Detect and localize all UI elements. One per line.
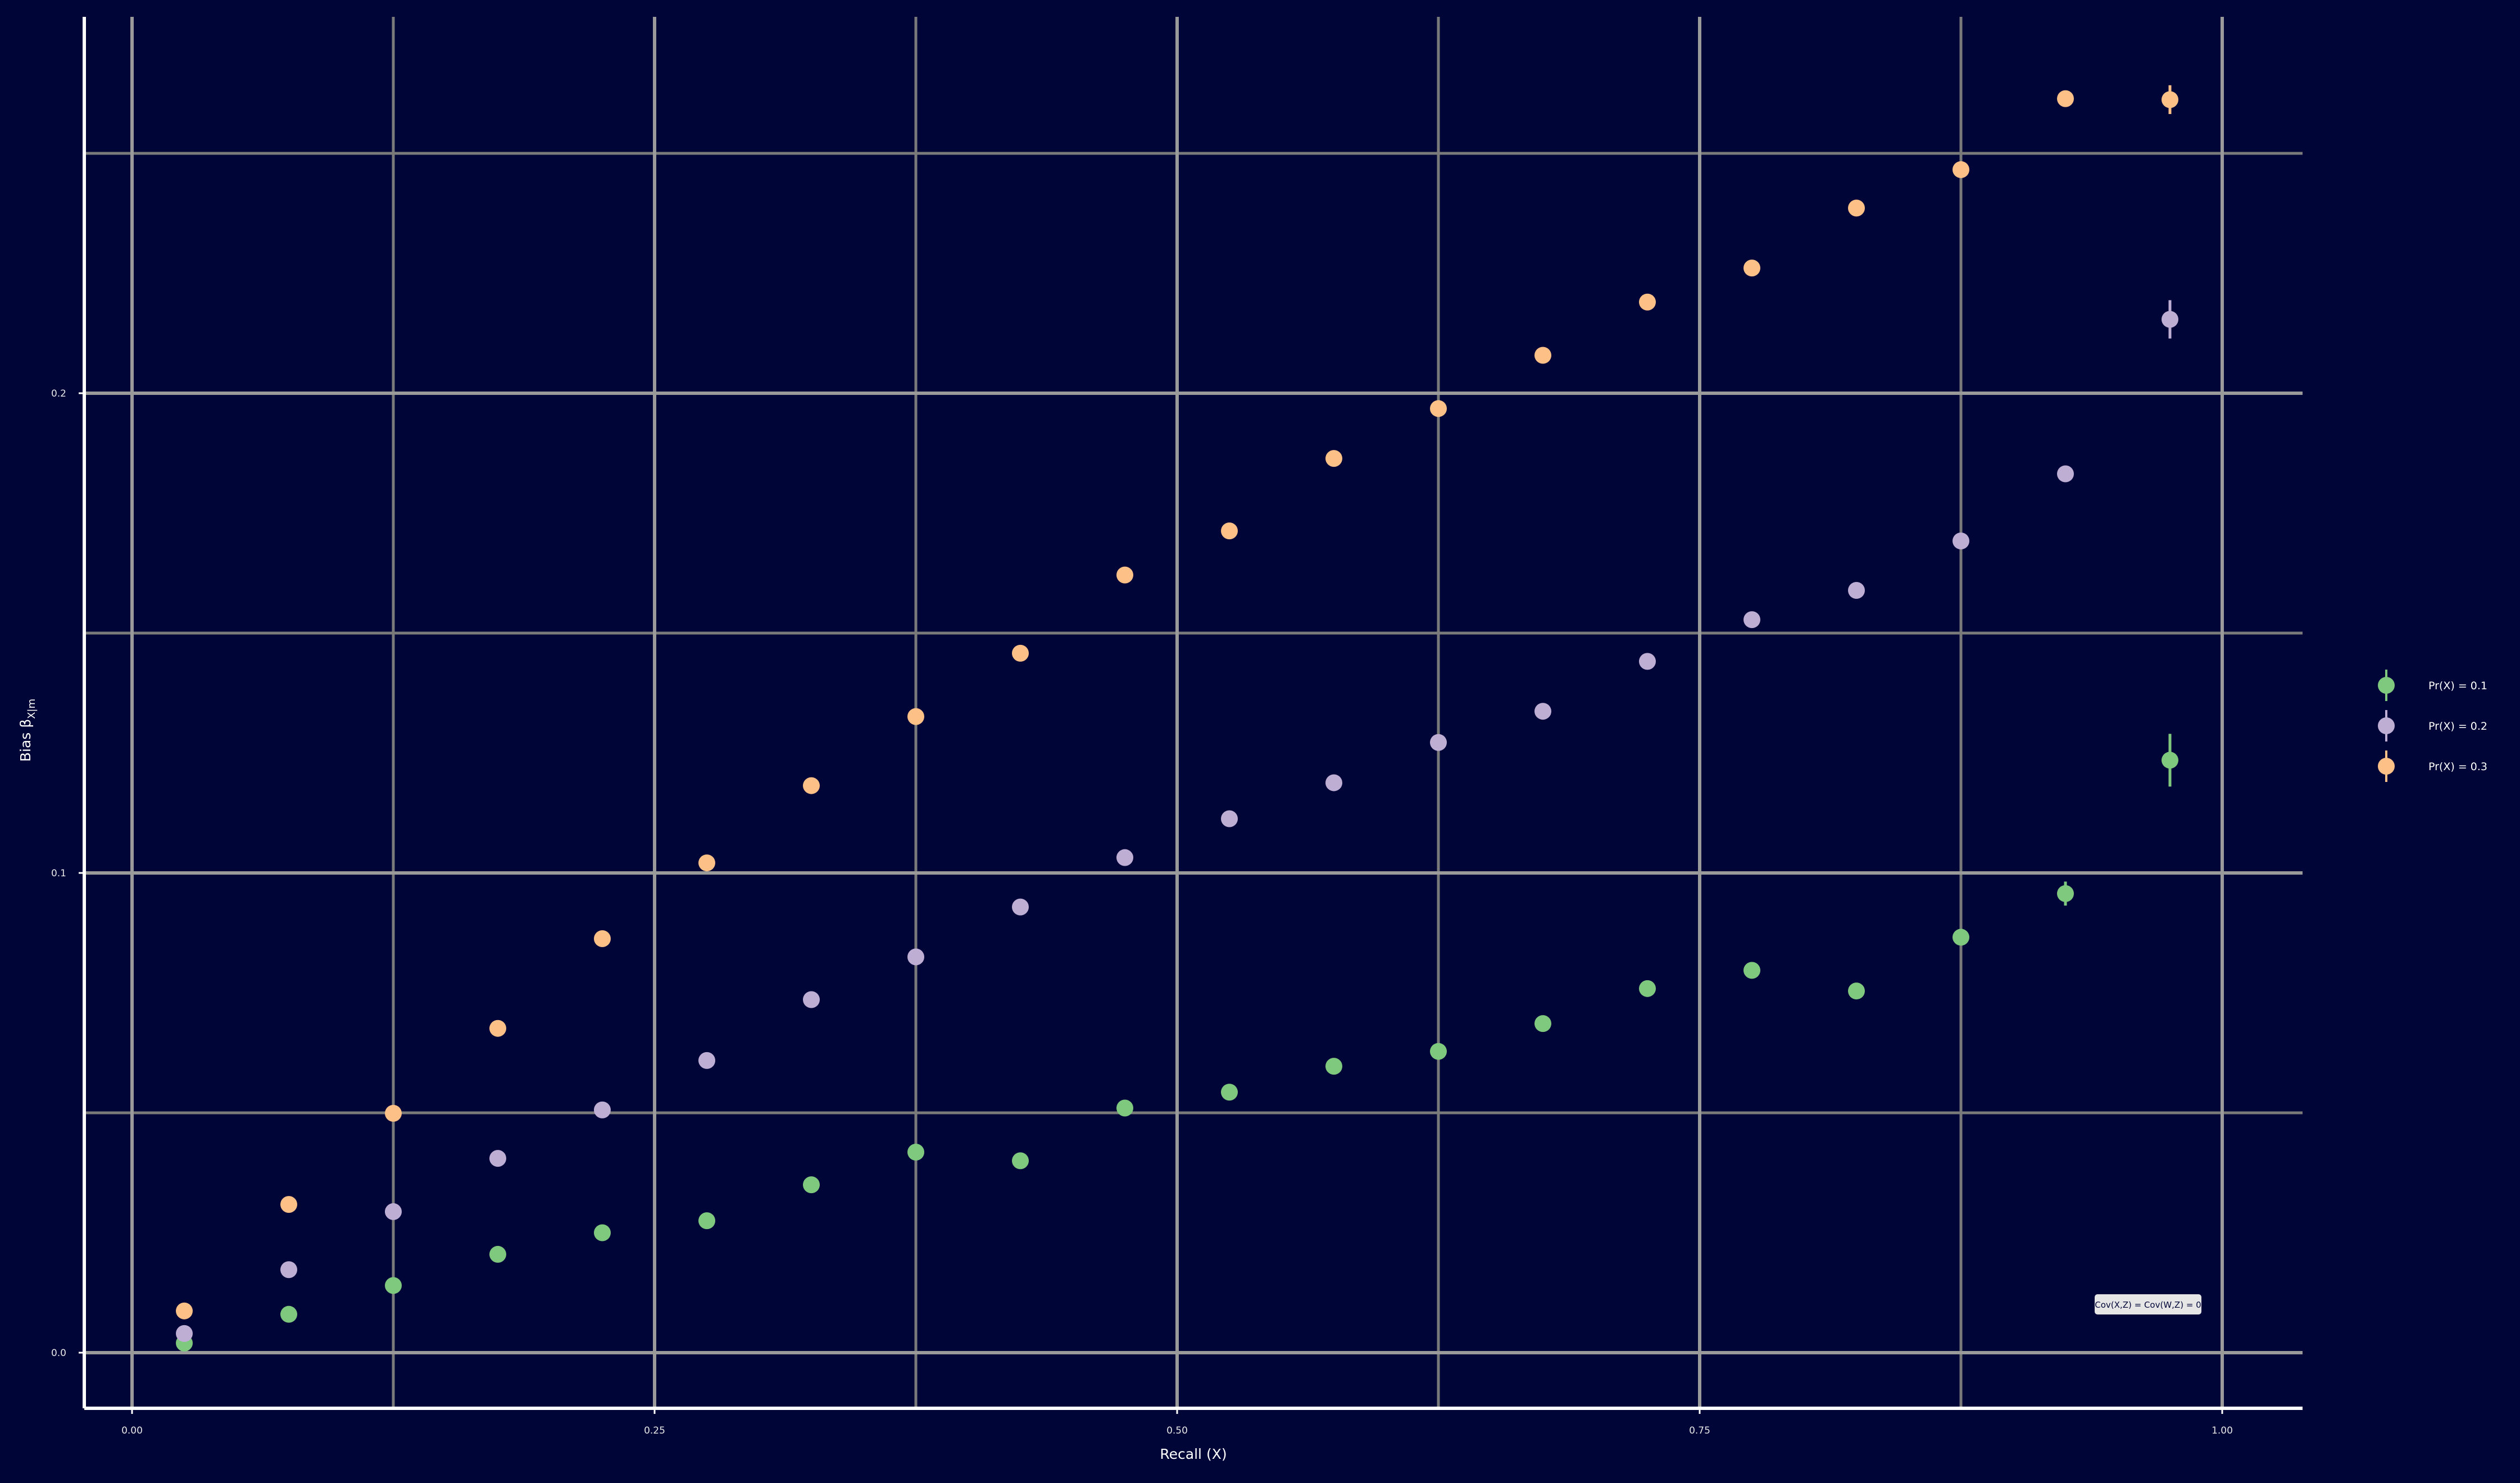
annotation-box: Cov(X,Z) = Cov(W,Z) = 0 bbox=[2095, 1294, 2201, 1314]
legend-item: Pr(X) = 0.2 bbox=[2378, 710, 2487, 742]
data-point bbox=[280, 1261, 297, 1279]
data-point bbox=[1848, 982, 1865, 1000]
axes bbox=[83, 17, 2303, 1410]
data-point bbox=[803, 1176, 820, 1194]
data-point bbox=[1430, 734, 1447, 751]
data-point bbox=[1325, 1058, 1342, 1075]
data-point bbox=[698, 1212, 715, 1230]
data-point bbox=[1953, 161, 1969, 179]
data-point bbox=[2162, 752, 2178, 769]
data-point bbox=[1012, 898, 1029, 916]
data-point bbox=[1639, 293, 1656, 311]
data-point bbox=[1325, 450, 1342, 467]
data-point bbox=[594, 930, 611, 947]
x-axis-title: Recall (X) bbox=[1160, 1446, 1227, 1462]
x-tick-label: 0.50 bbox=[1166, 1425, 1188, 1436]
data-point bbox=[803, 777, 820, 794]
legend-item: Pr(X) = 0.3 bbox=[2378, 750, 2487, 782]
data-point bbox=[176, 1302, 193, 1320]
legend-marker bbox=[2378, 677, 2395, 694]
y-axis-title: Bias βX|m bbox=[17, 699, 38, 762]
x-tick-label: 0.25 bbox=[644, 1425, 665, 1436]
data-point bbox=[489, 1245, 506, 1263]
data-point bbox=[1848, 199, 1865, 217]
data-point bbox=[1430, 400, 1447, 417]
legend-marker bbox=[2378, 758, 2395, 775]
data-point bbox=[385, 1203, 402, 1220]
series-2 bbox=[176, 300, 2178, 1342]
data-point bbox=[385, 1104, 402, 1122]
data-point bbox=[594, 1224, 611, 1241]
data-point bbox=[176, 1325, 193, 1342]
data-points bbox=[176, 85, 2178, 1352]
data-point bbox=[2162, 91, 2178, 108]
data-point bbox=[1953, 929, 1969, 946]
y-tick-label: 0.2 bbox=[51, 388, 66, 399]
data-point bbox=[1639, 980, 1656, 997]
data-point bbox=[698, 1052, 715, 1069]
data-point bbox=[489, 1020, 506, 1037]
legend: Pr(X) = 0.1 Pr(X) = 0.2 Pr(X) = 0.3 bbox=[2378, 670, 2487, 782]
data-point bbox=[1012, 1152, 1029, 1170]
annotation-background bbox=[2095, 1294, 2201, 1314]
data-point bbox=[2057, 885, 2074, 902]
data-point bbox=[1743, 611, 1760, 629]
legend-label: Pr(X) = 0.2 bbox=[2428, 720, 2487, 733]
data-point bbox=[2162, 311, 2178, 328]
data-point bbox=[1116, 1099, 1133, 1117]
legend-item: Pr(X) = 0.1 bbox=[2378, 670, 2487, 701]
data-point bbox=[1221, 810, 1238, 827]
data-point bbox=[594, 1101, 611, 1118]
data-point bbox=[1116, 566, 1133, 584]
legend-label: Pr(X) = 0.3 bbox=[2428, 761, 2487, 773]
data-point bbox=[1953, 533, 1969, 550]
data-point bbox=[1848, 581, 1865, 599]
x-tick-label: 0.00 bbox=[121, 1425, 143, 1436]
data-point bbox=[1221, 522, 1238, 540]
data-point bbox=[907, 708, 924, 725]
annotation-text: Cov(X,Z) = Cov(W,Z) = 0 bbox=[2095, 1300, 2201, 1310]
legend-marker bbox=[2378, 717, 2395, 734]
data-point bbox=[698, 854, 715, 872]
data-point bbox=[1325, 774, 1342, 791]
data-point bbox=[907, 1144, 924, 1161]
data-point bbox=[1639, 653, 1656, 670]
x-tick-label: 0.75 bbox=[1689, 1425, 1710, 1436]
data-point bbox=[385, 1277, 402, 1294]
data-point bbox=[1743, 962, 1760, 979]
data-point bbox=[803, 991, 820, 1008]
y-axis-title-main: Bias β bbox=[17, 719, 34, 762]
data-point bbox=[1012, 644, 1029, 662]
y-axis-title-subscript: X|m bbox=[26, 699, 38, 719]
data-point bbox=[1221, 1084, 1238, 1101]
data-point bbox=[1743, 260, 1760, 277]
data-point bbox=[1534, 347, 1551, 364]
x-tick-label: 1.00 bbox=[2212, 1425, 2233, 1436]
data-point bbox=[489, 1150, 506, 1167]
grid-lines bbox=[84, 17, 2303, 1408]
data-point bbox=[1534, 703, 1551, 720]
y-tick-label: 0.1 bbox=[51, 868, 66, 879]
tick-labels: 0.00 0.25 0.50 0.75 1.00 0.0 0.1 0.2 bbox=[51, 388, 2233, 1436]
data-point bbox=[280, 1305, 297, 1323]
y-tick-label: 0.0 bbox=[51, 1348, 66, 1359]
data-point bbox=[2057, 90, 2074, 107]
data-point bbox=[280, 1196, 297, 1213]
data-point bbox=[2057, 465, 2074, 483]
data-point bbox=[1116, 849, 1133, 866]
series-3 bbox=[176, 85, 2178, 1320]
data-point bbox=[907, 948, 924, 966]
legend-label: Pr(X) = 0.1 bbox=[2428, 680, 2487, 692]
data-point bbox=[1534, 1015, 1551, 1032]
data-point bbox=[1430, 1043, 1447, 1060]
